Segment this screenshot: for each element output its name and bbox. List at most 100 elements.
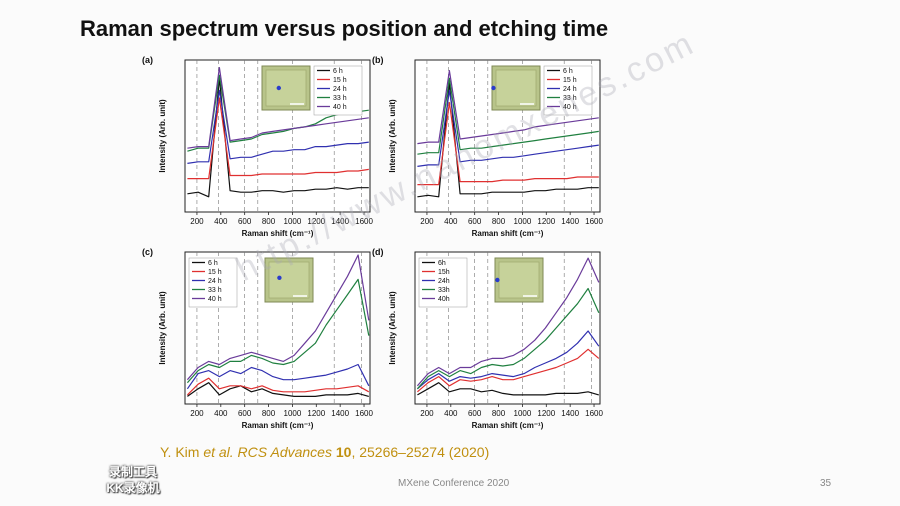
citation-journal: RCS Advances	[233, 444, 336, 460]
x-tick-label: 400	[444, 409, 458, 418]
chart-b: 200 400 600 800 1000 1200 1400 1600 Raman shift …	[372, 55, 603, 238]
inset-flake	[495, 69, 537, 107]
x-axis-label: Raman shift (cm⁻¹)	[472, 229, 544, 238]
x-tick-label: 1600	[355, 409, 373, 418]
x-tick-label: 1200	[307, 217, 325, 226]
series-line	[417, 70, 599, 145]
panel-label: (c)	[142, 247, 153, 257]
x-tick-label: 1200	[537, 217, 555, 226]
legend-entry: 40 h	[563, 104, 577, 111]
series-line	[417, 330, 600, 390]
legend-entry: 33 h	[563, 95, 577, 102]
series-line	[187, 67, 369, 149]
legend-entry: 24 h	[333, 86, 347, 93]
legend-entry: 40 h	[208, 296, 222, 303]
legend-entry: 33 h	[208, 287, 222, 294]
citation-authors: Y. Kim	[160, 444, 204, 460]
x-tick-label: 1000	[284, 217, 302, 226]
series-line	[187, 89, 369, 164]
legend-entry: 24h	[438, 278, 450, 285]
x-tick-label: 800	[262, 409, 276, 418]
panel-label: (b)	[372, 55, 384, 65]
x-axis-label: Raman shift (cm⁻¹)	[242, 229, 314, 238]
y-axis-label: Intensity (Arb. unit)	[388, 99, 397, 173]
inset-flake	[498, 261, 540, 299]
slide-footer: MXene Conference 2020	[398, 478, 510, 489]
legend-entry: 6 h	[563, 68, 573, 75]
legend-entry: 24 h	[208, 278, 222, 285]
citation-pages: , 25266–25274 (2020)	[351, 444, 490, 460]
citation-etal: et al.	[203, 444, 234, 460]
x-tick-label: 200	[190, 217, 204, 226]
panel-label: (d)	[372, 247, 384, 257]
x-tick-label: 1200	[307, 409, 325, 418]
legend-entry: 40h	[438, 296, 450, 303]
x-tick-label: 1000	[514, 409, 532, 418]
legend-entry: 6 h	[208, 260, 218, 267]
series-line	[417, 77, 599, 155]
x-tick-label: 1400	[331, 217, 349, 226]
legend-entry: 24 h	[563, 86, 577, 93]
legend-entry: 33 h	[333, 95, 347, 102]
panel-a: 200 400 600 800 1000 1200 1400 1600 Raman shift …	[140, 50, 380, 250]
x-tick-label: 1400	[561, 409, 579, 418]
x-tick-label: 1200	[537, 409, 555, 418]
x-tick-label: 400	[444, 217, 458, 226]
inset-marker	[277, 275, 282, 280]
x-tick-label: 200	[190, 409, 204, 418]
inset-marker	[491, 85, 496, 91]
legend-entry: 40 h	[333, 104, 347, 111]
panel-d: 200 400 600 800 1000 1200 1400 1600 Raman shift …	[370, 234, 610, 440]
citation-volume: 10	[335, 444, 352, 460]
x-tick-label: 800	[492, 409, 506, 418]
legend-entry: 33h	[438, 287, 450, 294]
x-tick-label: 600	[238, 409, 252, 418]
x-tick-label: 1000	[514, 217, 532, 226]
recorder-watermark: 录制工具 KK录像机	[86, 464, 180, 496]
series-line	[417, 89, 599, 167]
y-axis-label: Intensity (Arb. unit)	[158, 291, 167, 365]
series-line	[186, 254, 370, 381]
series-line	[186, 278, 370, 384]
panel-c: 200 400 600 800 1000 1200 1400 1600 Raman shift …	[140, 234, 380, 440]
x-tick-label: 600	[468, 217, 482, 226]
watermark-line-1: 录制工具	[108, 465, 157, 479]
series-line	[416, 257, 600, 387]
panel-b: 200 400 600 800 1000 1200 1400 1600 Raman shift …	[370, 50, 610, 250]
inset-flake	[268, 261, 310, 299]
chart-c: 200 400 600 800 1000 1200 1400 1600 Raman shift …	[142, 247, 373, 430]
x-tick-label: 400	[214, 409, 228, 418]
x-axis-label: Raman shift (cm⁻¹)	[472, 421, 544, 430]
x-tick-label: 600	[468, 409, 482, 418]
legend-entry: 6h	[438, 260, 446, 267]
x-tick-label: 1000	[284, 409, 302, 418]
legend-entry: 6 h	[333, 68, 343, 75]
slide-title: Raman spectrum versus position and etchi…	[80, 16, 609, 41]
inset-marker	[276, 85, 281, 91]
x-tick-label: 1600	[585, 409, 603, 418]
series-line	[417, 101, 599, 186]
series-line	[417, 348, 600, 393]
watermark-line-2: KK录像机	[106, 481, 160, 495]
x-tick-label: 1400	[561, 217, 579, 226]
x-axis-label: Raman shift (cm⁻¹)	[242, 421, 314, 430]
x-tick-label: 1400	[331, 409, 349, 418]
x-tick-label: 800	[262, 217, 276, 226]
x-tick-label: 1600	[585, 217, 603, 226]
legend-entry: 15 h	[563, 77, 577, 84]
x-tick-label: 200	[420, 409, 434, 418]
legend-entry: 15 h	[333, 77, 347, 84]
chart-d: 200 400 600 800 1000 1200 1400 1600 Raman shift …	[372, 247, 603, 430]
x-tick-label: 600	[238, 217, 252, 226]
panel-label: (a)	[142, 55, 153, 65]
x-tick-label: 400	[214, 217, 228, 226]
series-line	[187, 97, 369, 180]
y-axis-label: Intensity (Arb. unit)	[388, 291, 397, 365]
legend-entry: 15 h	[208, 269, 222, 276]
legend-entry: 15h	[438, 269, 450, 276]
series-line	[416, 287, 600, 390]
citation: Y. Kim et al. RCS Advances 10, 25266–252…	[160, 444, 489, 460]
x-tick-label: 800	[492, 217, 506, 226]
y-axis-label: Intensity (Arb. unit)	[158, 99, 167, 173]
series-line	[187, 382, 369, 397]
